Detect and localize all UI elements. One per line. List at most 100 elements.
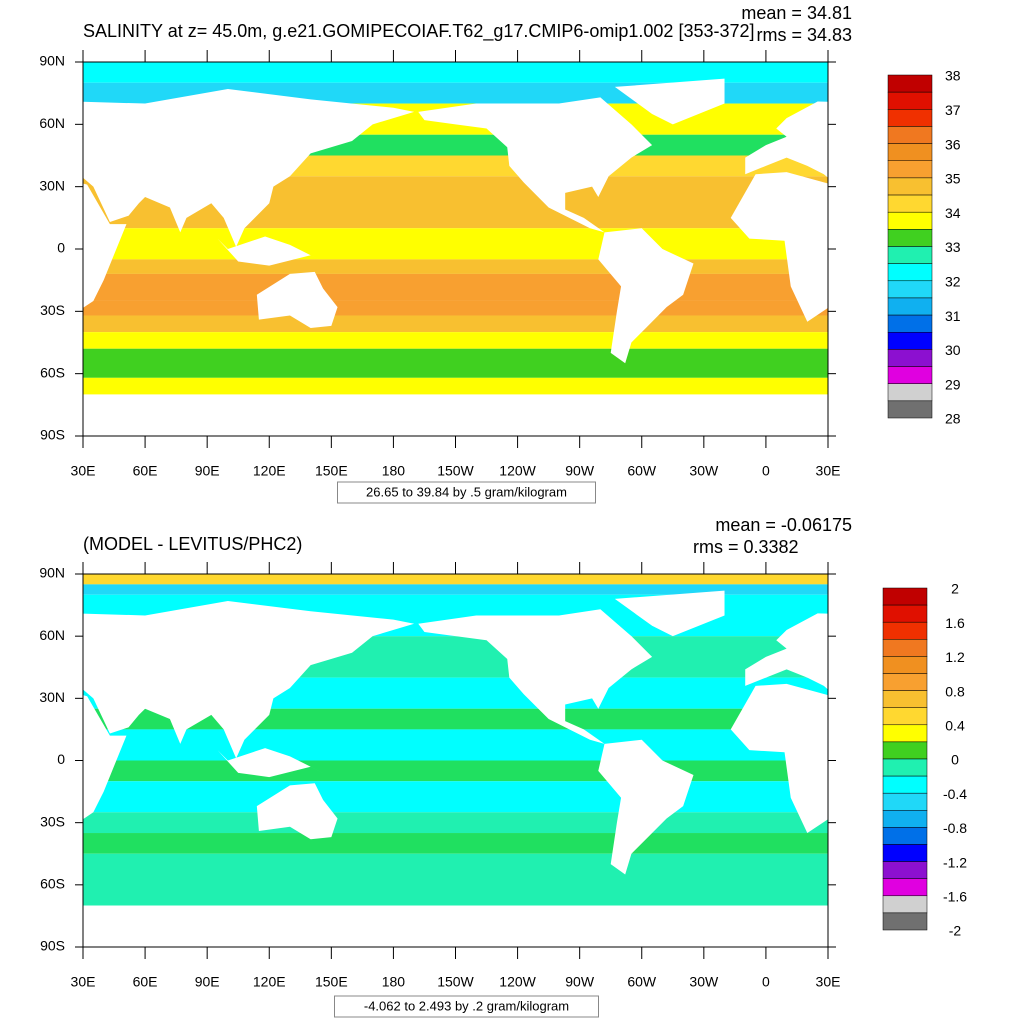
colorbar-box	[882, 656, 928, 674]
lat-label: 30N	[39, 177, 65, 193]
colorbar-box	[882, 758, 928, 777]
lon-label: 0	[762, 463, 770, 479]
ocean-band	[83, 62, 828, 83]
colorbar-label: 0	[951, 752, 959, 768]
land	[730, 683, 828, 834]
lon-label: 30W	[689, 974, 719, 990]
colorbar-label: 28	[945, 411, 961, 427]
colorbar-box	[882, 707, 928, 726]
colorbar-box	[882, 844, 928, 862]
colorbar-box	[887, 400, 933, 419]
colorbar-box	[882, 912, 928, 931]
land	[83, 183, 127, 308]
ocean-band	[83, 574, 828, 585]
colorbar-label: -0.4	[943, 786, 967, 802]
ocean-band	[83, 729, 828, 761]
ocean-band	[83, 760, 828, 782]
colorbar-box	[887, 229, 933, 247]
colorbar-box	[882, 895, 928, 914]
colorbar-label: -1.2	[943, 854, 967, 870]
map-area	[83, 574, 1024, 947]
lon-label: 60W	[627, 974, 657, 990]
colorbar-box	[882, 690, 928, 708]
lat-label: 0	[57, 240, 65, 256]
lon-label: 30E	[816, 974, 841, 990]
colorbar-label: 37	[945, 102, 961, 118]
land	[598, 739, 694, 875]
land	[83, 600, 415, 759]
land	[1002, 783, 1024, 839]
colorbar-label: 1.2	[945, 649, 965, 665]
land	[217, 748, 332, 778]
land	[418, 97, 653, 233]
colorbar-label: 38	[945, 68, 961, 84]
lon-label: 30E	[816, 463, 841, 479]
ocean-band	[83, 332, 828, 349]
ocean-band	[83, 315, 828, 333]
colorbar-label: -0.8	[943, 820, 967, 836]
lat-label: 60S	[40, 364, 65, 380]
colorbar-box	[882, 861, 928, 879]
ocean-band	[83, 905, 828, 947]
ocean-band	[83, 781, 828, 813]
colorbar-box	[887, 349, 933, 367]
lat-label: 90N	[39, 53, 65, 69]
lon-label: 30E	[71, 974, 96, 990]
land	[963, 237, 1024, 266]
colorbar-box	[887, 297, 933, 316]
colorbar-box	[887, 160, 933, 179]
lon-label: 120E	[253, 463, 286, 479]
colorbar-box	[887, 332, 933, 350]
colorbar-box	[887, 74, 933, 93]
ocean-band	[83, 228, 828, 260]
ocean-band	[83, 853, 828, 906]
colorbar-label: 36	[945, 136, 961, 152]
colorbar-box	[882, 673, 928, 691]
colorbar-label: -2	[949, 923, 962, 939]
lon-label: 60W	[627, 463, 657, 479]
land	[745, 101, 828, 178]
colorbar-box	[887, 211, 933, 230]
land	[614, 78, 725, 125]
rms-label: rms = 34.83	[756, 25, 852, 45]
land	[418, 609, 653, 744]
lon-label: 90W	[565, 974, 595, 990]
lat-label: 0	[57, 751, 65, 767]
colorbar-box	[882, 878, 928, 897]
land	[83, 89, 415, 247]
range-note: -4.062 to 2.493 by .2 gram/kilogram	[364, 998, 569, 1013]
colorbar-box	[882, 639, 928, 657]
lon-label: 30E	[71, 463, 96, 479]
colorbar-box	[887, 91, 933, 110]
lon-label: 150W	[437, 974, 474, 990]
range-note: 26.65 to 39.84 by .5 gram/kilogram	[366, 484, 567, 499]
colorbar-label: -1.6	[943, 889, 967, 905]
colorbar-box	[887, 194, 933, 213]
colorbar-box	[882, 810, 928, 828]
colorbar-box	[887, 109, 933, 127]
lat-label: 90S	[40, 938, 65, 954]
ocean-band	[83, 812, 828, 834]
colorbar-label: 32	[945, 274, 961, 290]
lon-label: 120W	[499, 463, 536, 479]
colorbar-box	[887, 383, 933, 402]
rms-label: rms = 0.3382	[693, 537, 799, 557]
land	[614, 590, 725, 637]
colorbar-box	[882, 827, 928, 845]
lat-label: 30S	[40, 813, 65, 829]
colorbar-label: 1.6	[945, 615, 965, 631]
panel-title: SALINITY at z= 45.0m, g.e21.GOMIPECOIAF.…	[83, 21, 755, 42]
colorbar-box	[887, 177, 933, 196]
colorbar-box	[887, 143, 933, 162]
lat-label: 30S	[40, 302, 65, 318]
colorbar-box	[882, 587, 928, 606]
lon-label: 150E	[315, 974, 348, 990]
colorbar-label: 29	[945, 376, 961, 392]
lon-label: 180	[382, 463, 406, 479]
lon-label: 180	[382, 974, 406, 990]
ocean-band	[83, 300, 828, 316]
colorbar-box	[887, 314, 933, 333]
lon-label: 90E	[195, 974, 220, 990]
colorbar-label: 34	[945, 205, 961, 221]
